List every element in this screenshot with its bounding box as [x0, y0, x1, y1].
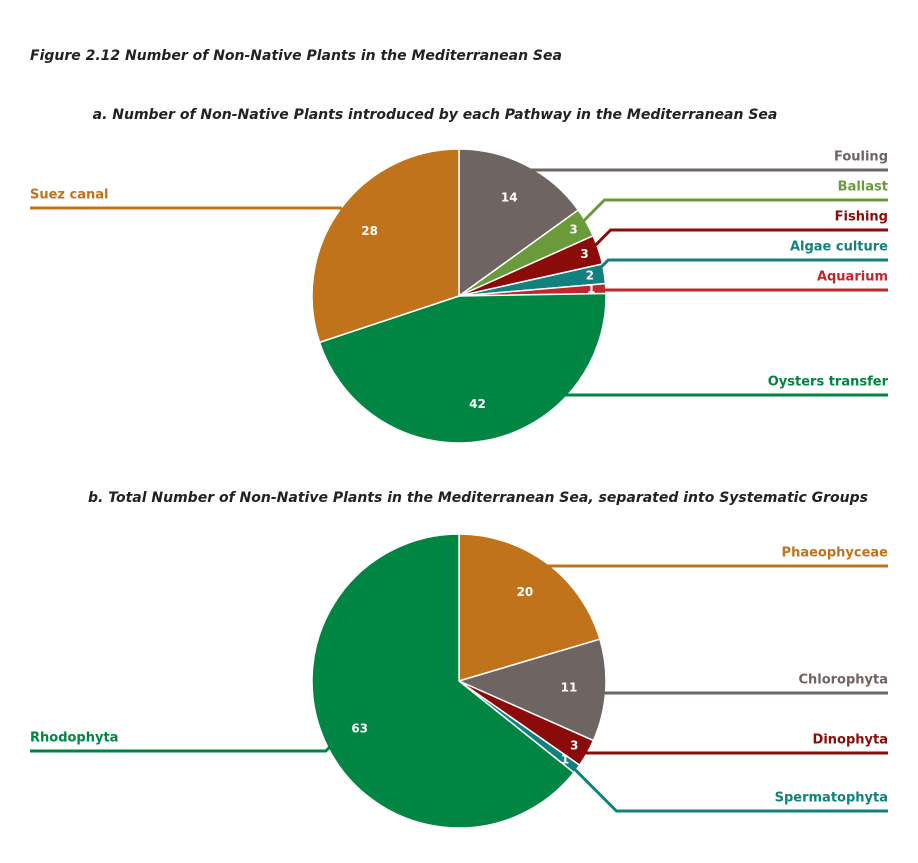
category-label: Chlorophyta: [798, 673, 888, 688]
value-label: 28: [361, 224, 378, 238]
category-label: Fishing: [835, 210, 888, 225]
leader-line: [519, 168, 888, 177]
value-label: 3: [580, 247, 588, 261]
value-label: 1: [587, 282, 595, 296]
category-label: Rhodophyta: [30, 731, 118, 746]
leader-line: [591, 258, 888, 277]
chart-title: a. Number of Non-Native Plants introduce…: [93, 107, 778, 123]
category-label: Suez canal: [30, 188, 109, 203]
leader-line: [30, 738, 339, 753]
figure-title: Figure 2.12 Number of Non-Native Plants …: [30, 48, 562, 64]
pie-slice: [318, 292, 607, 444]
category-label: Oysters transfer: [768, 375, 889, 390]
value-label: 14: [501, 190, 518, 204]
leader-line: [593, 288, 888, 292]
value-label: 3: [570, 738, 578, 752]
value-label: 11: [561, 681, 578, 695]
leader-line: [30, 206, 351, 218]
leader-line: [575, 198, 888, 230]
category-label: Phaeophyceae: [782, 546, 889, 561]
category-label: Ballast: [838, 180, 888, 195]
category-label: Dinophyta: [813, 733, 888, 748]
category-label: Spermatophyta: [775, 791, 888, 806]
category-label: Fouling: [834, 150, 888, 165]
leader-line: [586, 228, 888, 255]
leader-line: [575, 746, 888, 755]
pie-slice: [456, 638, 607, 742]
value-label: 3: [569, 222, 577, 236]
pie-slice: [311, 533, 575, 829]
value-label: 1: [561, 753, 569, 767]
chart-title: b. Total Number of Non-Native Plants in …: [88, 490, 868, 506]
leader-line: [480, 393, 888, 431]
value-label: 63: [351, 721, 368, 735]
pie-slice: [458, 148, 580, 298]
value-label: 20: [517, 585, 534, 599]
leader-line: [592, 688, 888, 695]
pie-slice: [311, 148, 460, 344]
leader-line: [566, 760, 888, 813]
leader-line: [538, 564, 888, 574]
category-label: Aquarium: [817, 270, 888, 285]
value-label: 42: [469, 397, 486, 411]
category-label: Algae culture: [790, 240, 888, 255]
pie-slice: [458, 533, 601, 683]
value-label: 2: [586, 268, 594, 282]
